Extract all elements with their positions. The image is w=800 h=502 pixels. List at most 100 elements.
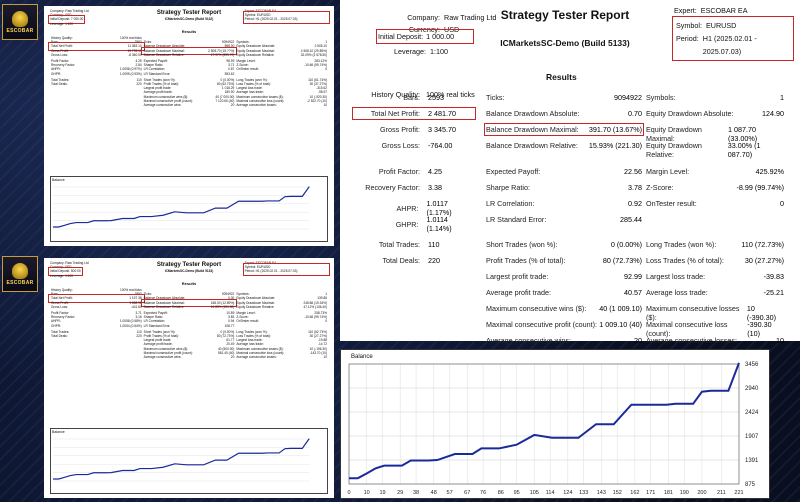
x-tick-label: 48 [431, 490, 437, 496]
result-value: 0.94 [228, 319, 235, 324]
result-cell: Maximum consecutive wins ($): 40 (7 000.0… [143, 95, 236, 99]
result-value: 40 (1 009.10) [599, 304, 642, 313]
symbol-value: EURUSD [705, 21, 737, 30]
result-cell-td: Total Deals: 220 [354, 256, 474, 265]
result-cell-symbols: Symbols: 1 [646, 93, 784, 102]
result-cell: Long Trades (won %): 110 (61.74%) [235, 78, 328, 82]
results-table: History Quality: 100% real ticks Bars: 2593… [48, 288, 328, 360]
result-label: Equity Drawdown Absolute: [236, 296, 276, 301]
result-label: Symbols: [236, 40, 250, 45]
result-label: Profit Trades (% of total): [143, 82, 179, 87]
result-cell: Total Deals: 220 [50, 82, 143, 86]
result-cell-alt: Average loss trade: -25.21 [646, 288, 784, 297]
result-label: GHPR: [51, 71, 62, 76]
result-cell-bdm: Balance Drawdown Maximal: 391.70 (13.67%) [484, 123, 644, 136]
result-value: -10.66 (99.74%) [304, 63, 328, 68]
result-label: Maximal consecutive profit (count): [143, 98, 193, 103]
result-cell-lst: Loss Trades (% of total): 30 (27.27%) [646, 256, 784, 265]
result-value: -25.21 [763, 288, 784, 297]
result-cell: AHPR: 1.0058 (0.58%) [50, 319, 143, 323]
result-value: 9094922 [221, 292, 235, 297]
result-cell-sr: Sharpe Ratio: 3.78 [486, 183, 642, 192]
result-label: Long Trades (won %): [236, 329, 268, 334]
result-label: Equity Drawdown Relative: [236, 304, 275, 309]
result-value: 80 (72.73%) [216, 334, 235, 339]
result-label: Equity Drawdown Maximal: [236, 48, 275, 53]
result-value: 2593 [428, 93, 444, 102]
result-value: 1.0054 (0.54%) [119, 323, 142, 328]
result-cell: Gross Loss: -441.60 [50, 305, 143, 309]
result-label: Maximal consecutive profit (count): [143, 350, 193, 355]
result-value: -14.72 [317, 342, 328, 347]
report-header: Company: Raw Trading Ltd Currency: USD I… [47, 9, 330, 26]
result-value: 1 197.38 [129, 296, 142, 301]
result-cell-st: Short Trades (won %): 0 (0.00%) [486, 240, 642, 249]
result-value: 9094922 [221, 40, 235, 45]
result-label: LR Standard Error: [143, 71, 171, 76]
header-center: Strategy Tester Report ICMarketsSC-Demo … [139, 9, 239, 26]
result-value: 80 (72.73%) [602, 256, 642, 265]
leverage: Leverage: 1:100 [50, 21, 74, 26]
result-label: Balance Drawdown Relative: [143, 52, 185, 57]
expert: Expert: ESCOBAR EA [244, 9, 277, 13]
result-label: Balance Drawdown Absolute: [143, 296, 186, 301]
chart-label: Balance [351, 354, 373, 360]
result-label: Balance Drawdown Absolute: [143, 44, 186, 49]
balance-line-small [52, 438, 310, 482]
result-label: History Quality: [51, 288, 73, 293]
header-center: Strategy Tester Report ICMarketsSC-Demo … [490, 8, 640, 48]
result-label: Total Trades: [51, 329, 70, 334]
company: Company: Raw Trading Ltd [50, 261, 89, 265]
result-value: 10 [323, 103, 328, 108]
result-row: AHPR: 1.0098 (0.97%) LR Correlation: 0.87 On… [50, 67, 328, 71]
result-row: Average consecutive wins: 20 Average conse… [50, 103, 328, 107]
result-label: Average consecutive wins: [143, 355, 182, 360]
lion-icon [12, 262, 28, 279]
result-value: 1 018.29 [221, 86, 235, 91]
result-cell: Ticks: 9094922 [143, 40, 236, 44]
symbol-period-box: Symbol: EURUSD Period: H1 (2025.02.01 - 20… [672, 16, 794, 61]
result-cell: Largest profit trade: 61.77 [143, 338, 236, 342]
result-label: Equity Drawdown Maximal: [646, 125, 702, 143]
result-value: -39.83 [763, 272, 784, 281]
result-cell-mcw: Maximum consecutive wins ($): 40 (1 009.1… [486, 304, 642, 313]
result-cell: Balance Drawdown Relative: 17.97% (895.70… [143, 53, 236, 57]
result-cell: Recovery Factor: 2.84 [50, 63, 143, 67]
result-label: Margin Level: [236, 311, 256, 316]
result-row: Total Trades: 110 Short Trades (won %): 0 (… [50, 78, 328, 82]
result-cell: Profit Trades (% of total): 80 (72.73%) [143, 334, 236, 338]
result-value: 248.86 (19.34%) [303, 300, 328, 305]
result-row: Profit Factor: 3.71 Expected Payoff: 10.89 M… [50, 311, 328, 315]
result-cell: Bars: 2593 [50, 292, 143, 296]
y-tick-label: 2424 [745, 410, 759, 416]
result-cell: Gross Profit: 19 793.10 [50, 49, 143, 53]
result-label: Short Trades (won %): [143, 329, 176, 334]
symbol-label: Symbol: [676, 21, 702, 30]
result-value: 2593 [134, 40, 142, 45]
result-row: Total Net Profit: 1 197.38 Balance Drawdow… [48, 294, 328, 303]
symbol-row: Symbol: EURUSD [676, 19, 790, 32]
result-label: Total Net Profit: [51, 296, 73, 301]
x-tick-label: 67 [464, 490, 470, 496]
result-value: 15.93% (221.30) [588, 141, 642, 150]
leverage-row: Leverage: 1:100 [394, 47, 448, 56]
result-cell [235, 72, 328, 76]
x-tick-label: 171 [646, 490, 655, 496]
x-tick-label: 57 [447, 490, 453, 496]
result-label: OnTester result: [646, 199, 697, 208]
result-value: 30 (27.27%) [309, 334, 328, 339]
result-value: 9094922 [614, 93, 642, 102]
result-cell-tt: Total Trades: 110 [354, 240, 474, 249]
result-label: Z-Score: [236, 315, 249, 320]
result-cell: Maximum consecutive losses ($): 10 (-196.… [235, 347, 328, 351]
deposit-label: Initial Deposit: [378, 32, 424, 41]
result-cell: Average consecutive losses: 10 [235, 103, 328, 107]
result-label: AHPR: [396, 203, 419, 213]
result-cell: Equity Drawdown Absolute: 139.86 [235, 296, 328, 300]
report-header: Company: Raw Trading Ltd Currency: USD I… [48, 261, 330, 278]
result-label: Largest loss trade: [236, 86, 263, 91]
result-value: 3.16 [135, 315, 142, 320]
x-tick-label: 38 [413, 490, 419, 496]
header-left: Company: Raw Trading Ltd Currency: USD I… [48, 261, 133, 278]
result-label: Bars: [51, 292, 59, 297]
